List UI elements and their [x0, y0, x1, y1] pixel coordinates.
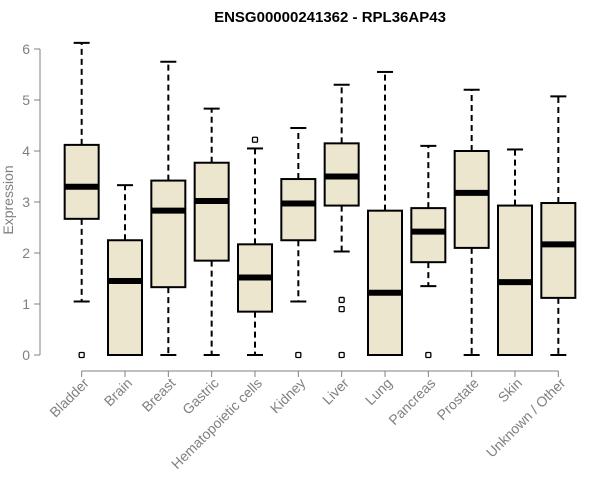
box-lung — [367, 70, 403, 356]
box-pancreas — [410, 144, 447, 359]
box-iqr — [453, 150, 490, 249]
chart-title: ENSG00000241362 - RPL36AP43 — [214, 9, 446, 26]
box-liver — [323, 83, 360, 359]
outlier-point — [425, 351, 432, 359]
y-tick-label: 4 — [22, 143, 30, 159]
y-axis-label: Expression — [0, 165, 16, 234]
outlier-point — [338, 351, 345, 359]
outlier-point — [78, 351, 85, 359]
box-iqr — [193, 161, 230, 262]
y-tick-label: 2 — [22, 245, 30, 261]
outlier-point — [251, 136, 259, 143]
x-tick-label: Bladder — [46, 375, 92, 421]
outlier-point — [338, 296, 345, 304]
box-bladder — [63, 41, 100, 359]
x-tick-label: Unknown / Other — [483, 375, 569, 461]
y-tick-label: 0 — [22, 347, 30, 363]
x-tick-label: Liver — [319, 375, 352, 408]
outlier-point — [295, 351, 302, 359]
y-tick-label: 3 — [22, 194, 30, 210]
box-iqr — [367, 209, 403, 356]
x-tick-label: Breast — [139, 375, 179, 415]
boxes — [63, 41, 577, 359]
y-tick-label: 1 — [22, 296, 30, 312]
y-tick-label: 5 — [22, 92, 30, 108]
box-iqr — [540, 202, 577, 299]
box-hematopoietic-cells — [237, 136, 273, 356]
box-iqr — [150, 179, 187, 289]
x-tick-label: Brain — [101, 375, 135, 409]
x-tick-label: Pancreas — [385, 375, 438, 428]
box-breast — [150, 60, 187, 356]
box-brain — [107, 184, 143, 356]
x-tick-label: Lung — [362, 375, 395, 408]
outlier-point — [338, 305, 345, 313]
box-iqr — [410, 207, 447, 264]
box-skin — [497, 148, 533, 356]
box-iqr — [63, 143, 100, 220]
y-axis: 0 1 2 3 4 5 6 — [22, 41, 41, 363]
box-iqr — [107, 239, 143, 356]
box-prostate — [453, 88, 490, 356]
box-iqr — [280, 178, 317, 242]
box-gastric — [193, 107, 230, 356]
y-tick-label: 6 — [22, 41, 30, 57]
x-tick-label: Kidney — [267, 375, 309, 417]
box-unknown-other — [540, 95, 577, 356]
x-tick-label: Prostate — [434, 375, 482, 423]
x-tick-label: Skin — [495, 375, 526, 406]
x-tick-label: Gastric — [179, 375, 222, 418]
box-kidney — [280, 127, 317, 359]
